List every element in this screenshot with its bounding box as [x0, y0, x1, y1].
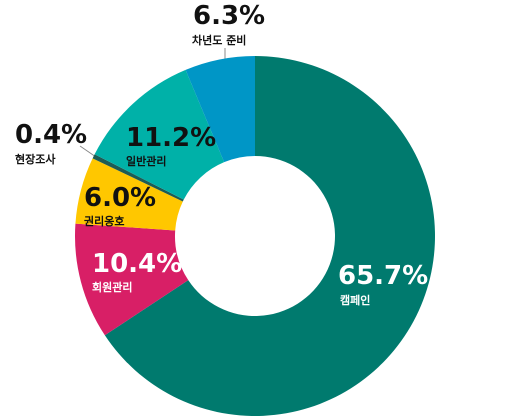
donut-slice [104, 56, 435, 416]
donut-slice [75, 223, 189, 336]
category-label: 차년도 준비 [192, 33, 246, 47]
donut-slice [94, 69, 225, 200]
value-label: 0.4% [15, 120, 87, 150]
value-label: 11.2% [126, 123, 216, 153]
value-label: 6.3% [193, 1, 265, 31]
donut-slice [185, 56, 255, 163]
donut-slice [75, 158, 183, 231]
value-label: 10.4% [92, 249, 182, 279]
category-label: 회원관리 [92, 280, 132, 294]
value-label: 65.7% [338, 261, 428, 291]
value-label: 6.0% [84, 183, 156, 213]
category-label: 권리옹호 [84, 214, 124, 228]
category-label: 일반관리 [126, 154, 166, 168]
category-label: 캠페인 [340, 293, 370, 307]
category-label: 현장조사 [15, 152, 56, 166]
donut-slice [92, 154, 184, 202]
leader-line [79, 145, 97, 158]
